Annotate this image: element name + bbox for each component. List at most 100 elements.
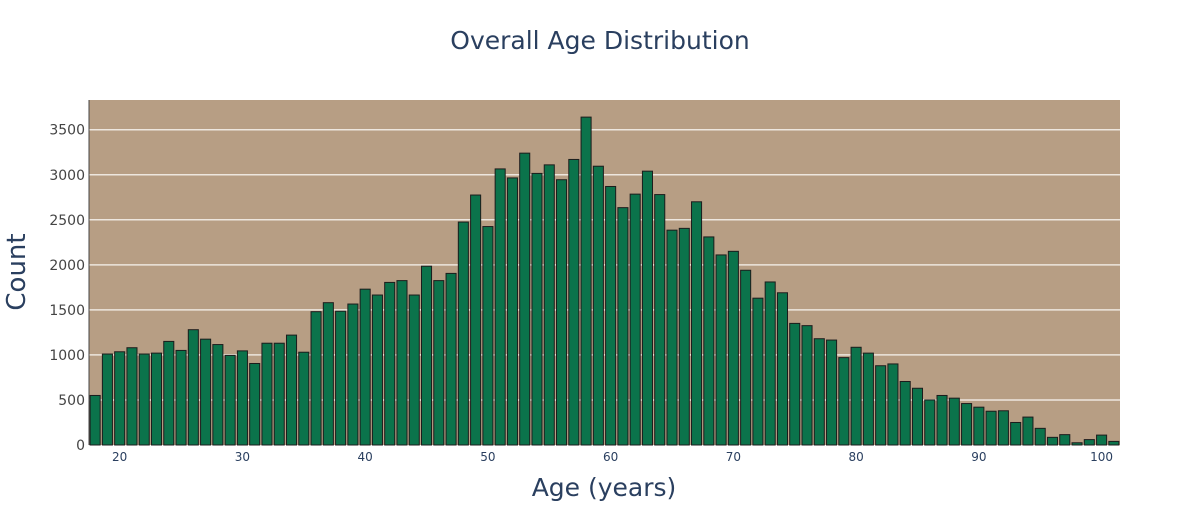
bar [580,116,592,446]
x-tick-label: 70 [726,450,741,464]
bar [445,272,457,446]
bar [114,351,126,446]
bar [617,207,629,446]
bar [691,201,703,446]
bar [1010,421,1022,446]
bar [605,185,617,446]
bar [482,226,494,446]
bar [396,280,408,446]
bar [150,352,163,446]
bar [421,265,433,446]
y-axis-ticks: 0 500 1000 1500 2000 2500 3000 3500 [49,123,85,454]
bar [273,342,285,446]
x-tick-label: 30 [235,450,250,464]
y-tick-label: 2500 [49,213,85,229]
bar [813,338,825,446]
bar [519,152,531,446]
bar [961,403,973,446]
bar [911,387,924,446]
bar [433,280,445,446]
bar [948,397,960,446]
bar [347,303,359,446]
bar [187,329,199,446]
bar [236,350,248,446]
bar [973,406,985,446]
gridlines [89,128,1120,401]
y-tick-label: 1000 [49,348,85,364]
bar [249,362,261,446]
bar [752,297,764,446]
bar [285,334,298,446]
bar [666,229,678,446]
bar [543,164,555,446]
bar [408,294,420,446]
bar [138,353,150,446]
y-tick-label: 3500 [49,123,85,139]
bar [89,394,101,446]
y-tick-label: 500 [58,393,85,409]
bar [899,380,911,446]
bar [298,351,310,446]
x-tick-label: 40 [358,450,373,464]
bar [592,165,604,446]
x-tick-label: 60 [603,450,618,464]
bar [776,292,789,446]
bar [789,322,801,446]
bar [531,172,543,446]
bar [371,294,383,446]
y-axis-label: Count [2,233,32,310]
y-tick-label: 2000 [49,258,85,274]
bar [629,193,641,446]
bar [457,221,469,446]
bar [678,227,690,446]
y-tick-label: 1500 [49,303,85,319]
bar [384,281,396,446]
bar [1059,434,1071,446]
bar [985,410,997,446]
y-tick-label: 3000 [49,168,85,184]
bar [470,194,482,446]
bar [163,340,175,446]
bar [310,311,322,446]
bar [764,281,776,446]
bar [997,410,1009,446]
bar [862,352,874,446]
bar [1071,442,1083,446]
bar [1096,434,1108,446]
bar [556,179,568,446]
bar [322,302,334,446]
x-tick-label: 50 [480,450,495,464]
bar [1083,439,1095,446]
bar [641,170,653,446]
bar [335,310,347,446]
bar [887,363,899,446]
bar [212,344,224,446]
bar [826,339,838,446]
bar [1022,416,1034,446]
bar [850,346,862,446]
bar [175,349,187,446]
bar [506,177,518,446]
bar [494,168,506,446]
bar [924,399,936,446]
bar [1108,440,1120,446]
bar [654,194,666,446]
bar [936,394,948,446]
x-axis-label: Age (years) [532,473,677,502]
bar [703,236,715,446]
bar [261,342,273,446]
bar [740,269,752,446]
plot-area [89,100,1120,445]
y-tick-label: 0 [76,438,85,454]
bar [801,325,813,446]
bar [838,357,850,446]
bar [875,365,887,446]
x-axis-ticks: 20 30 40 50 60 70 80 90 100 [112,450,1113,464]
x-tick-label: 80 [848,450,863,464]
bar [200,338,212,446]
bar [359,288,371,446]
chart-title: Overall Age Distribution [450,26,749,55]
bar [1034,427,1046,446]
bar [126,347,138,446]
